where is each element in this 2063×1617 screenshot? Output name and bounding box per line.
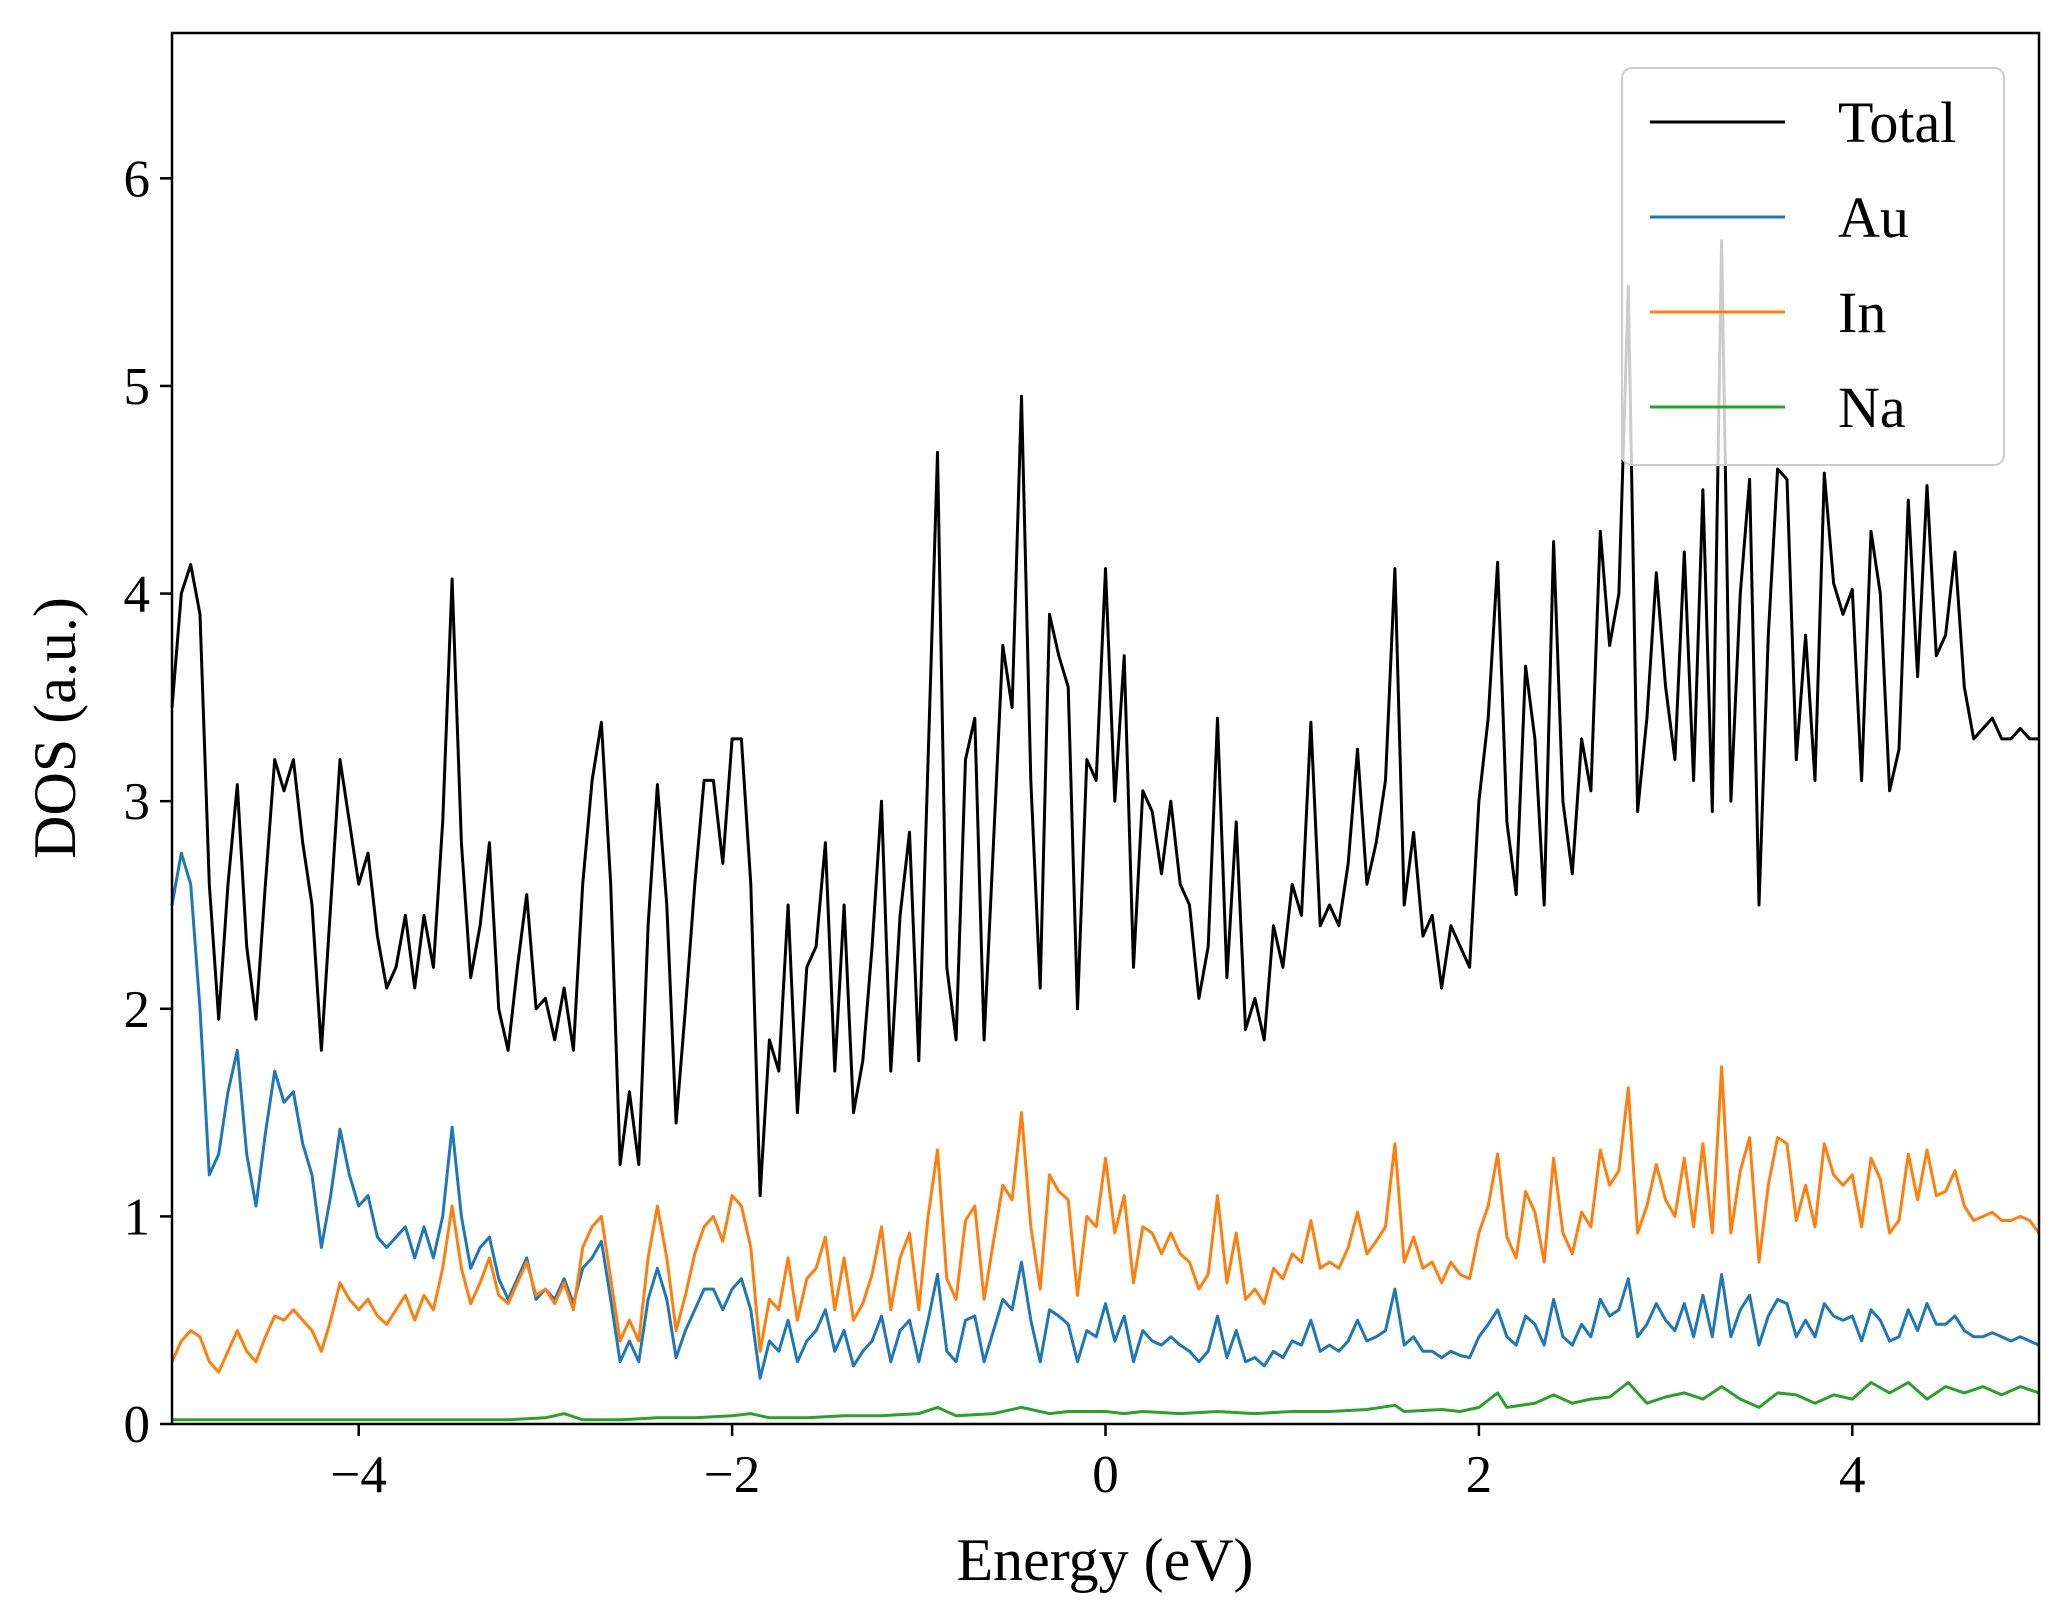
y-tick-label: 6	[124, 150, 151, 208]
y-tick-label: 4	[124, 566, 151, 624]
y-tick-label: 5	[124, 358, 151, 416]
y-tick-label: 1	[124, 1188, 151, 1246]
y-tick-label: 3	[124, 773, 151, 831]
legend-box	[1621, 67, 2005, 466]
legend-label-in: In	[1838, 280, 1886, 345]
x-tick-label: 4	[1839, 1446, 1866, 1504]
y-tick-label: 0	[124, 1396, 151, 1454]
y-tick-label: 2	[124, 981, 151, 1039]
x-tick-label: −2	[704, 1446, 760, 1504]
series-line-total	[170, 239, 2039, 1198]
legend-label-total: Total	[1838, 90, 1956, 155]
x-tick-label: 2	[1466, 1446, 1493, 1504]
x-tick-label: −4	[331, 1446, 387, 1504]
y-axis-label: DOS (a.u.)	[22, 597, 88, 859]
x-axis-label: Energy (eV)	[956, 1527, 1253, 1593]
series-line-in	[170, 1065, 2041, 1374]
series-line-na	[172, 1381, 2040, 1422]
x-axis: −4 −2 0 2 4	[331, 1424, 1866, 1504]
series-line-au	[170, 851, 2040, 1380]
series-layer	[170, 239, 2041, 1422]
y-axis: 0 1 2 3 4 5 6	[124, 150, 172, 1454]
legend: Total Au In Na	[1621, 67, 2005, 466]
x-tick-label: 0	[1092, 1446, 1119, 1504]
legend-label-au: Au	[1838, 185, 1909, 250]
legend-label-na: Na	[1838, 375, 1906, 440]
